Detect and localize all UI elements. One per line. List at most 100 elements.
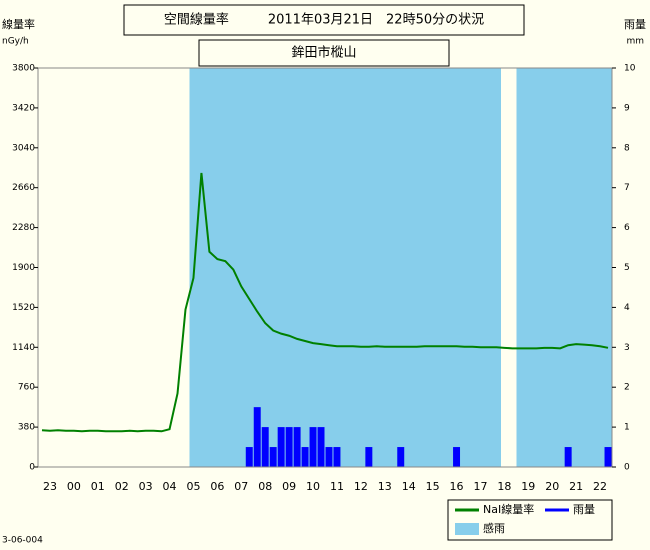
y-axis-label: 線量率: [2, 17, 35, 31]
legend-label: NaI線量率: [483, 502, 534, 516]
rain-bar: [245, 447, 253, 467]
rain-sense-band: [452, 68, 462, 467]
rain-bar: [301, 447, 309, 467]
y2-tick-label: 2: [624, 383, 630, 393]
rain-bar: [604, 447, 612, 467]
x-tick-label: 18: [497, 480, 511, 493]
rain-bar: [253, 407, 261, 467]
rain-sense-band: [309, 68, 318, 467]
y2-tick-label: 1: [624, 423, 630, 433]
rain-sense-band: [516, 68, 525, 467]
x-tick-label: 11: [330, 480, 344, 493]
rain-sense-band: [428, 68, 438, 467]
rain-bar: [285, 427, 293, 467]
x-tick-label: 22: [593, 480, 607, 493]
dose-line: [41, 172, 609, 433]
rain-sense-band: [285, 68, 294, 467]
x-tick-label: 07: [234, 480, 248, 493]
rain-sense-band: [229, 68, 238, 467]
rain-sense-band: [420, 68, 430, 467]
rain-sense-band: [580, 68, 589, 467]
rain-sense-band: [205, 68, 214, 467]
rain-sense-band: [325, 68, 334, 467]
rain-sense-band: [317, 68, 326, 467]
x-tick-label: 23: [43, 480, 57, 493]
rain-sense-band: [468, 68, 477, 467]
x-tick-label: 21: [569, 480, 583, 493]
y2-tick-label: 9: [624, 103, 630, 113]
rain-sense-band: [380, 68, 390, 467]
y2-tick-label: 4: [624, 303, 630, 313]
rain-sense-band: [364, 68, 374, 467]
rain-sense-band: [332, 68, 342, 467]
x-tick-label: 03: [139, 480, 153, 493]
rain-sense-band: [484, 68, 493, 467]
rain-sense-band: [388, 68, 398, 467]
rain-sense-band: [269, 68, 278, 467]
y-tick-label: 3800: [12, 64, 35, 74]
y-tick-label: 0: [29, 463, 35, 473]
y-tick-label: 380: [18, 423, 35, 433]
rain-sense-band: [372, 68, 382, 467]
y2-tick-label: 7: [624, 183, 630, 193]
y2-tick-label: 0: [624, 463, 630, 473]
rain-bar: [309, 427, 317, 467]
rain-sense-band: [261, 68, 270, 467]
legend-label: 雨量: [573, 503, 595, 516]
x-tick-label: 17: [473, 480, 487, 493]
rain-bar: [397, 447, 405, 467]
rain-sense-band: [436, 68, 446, 467]
y2-tick-label: 10: [624, 64, 636, 74]
rain-bar: [333, 447, 341, 467]
rain-sense-band: [476, 68, 485, 467]
rain-sense-band: [604, 68, 613, 467]
title-box: [123, 4, 525, 36]
footer: 3-06-004: [2, 536, 43, 546]
y-tick-label: 760: [18, 383, 35, 393]
x-tick-label: 01: [91, 480, 105, 493]
rain-bar: [269, 447, 277, 467]
rain-sense-band: [588, 68, 597, 467]
rain-sense-band: [564, 68, 573, 467]
x-tick-label: 08: [258, 480, 272, 493]
rain-sense-band: [356, 68, 366, 467]
rain-sense-band: [221, 68, 230, 467]
rain-bar: [293, 427, 301, 467]
y2-axis-unit: mm: [626, 37, 644, 47]
legend-swatch: [455, 523, 479, 535]
y-tick-label: 3040: [12, 143, 35, 153]
rain-bar: [325, 447, 333, 467]
y2-axis-label: 雨量: [624, 18, 646, 31]
rain-sense-band: [348, 68, 358, 467]
subtitle-box: [198, 39, 450, 67]
rain-bar: [317, 427, 325, 467]
rain-sense-band: [412, 68, 422, 467]
y-tick-label: 2660: [12, 183, 35, 193]
rain-sense-band: [340, 68, 350, 467]
rain-sense-band: [396, 68, 406, 467]
x-tick-label: 02: [115, 480, 129, 493]
rain-sense-band: [532, 68, 541, 467]
rain-sense-band: [572, 68, 581, 467]
y2-tick-label: 3: [624, 343, 630, 353]
chart-title: 空間線量率 2011年03月21日 22時50分の状況: [164, 12, 484, 28]
x-tick-label: 06: [210, 480, 224, 493]
rain-sense-band: [548, 68, 557, 467]
rain-sense-band: [556, 68, 565, 467]
y-tick-label: 1140: [12, 343, 35, 353]
rain-sense-band: [237, 68, 246, 467]
x-tick-label: 09: [282, 480, 296, 493]
y2-tick-label: 8: [624, 143, 630, 153]
rain-sense-band: [293, 68, 302, 467]
chart-subtitle: 鉾田市樅山: [291, 45, 356, 61]
legend-label: 感雨: [483, 522, 505, 535]
rain-bar: [365, 447, 373, 467]
y2-tick-label: 6: [624, 223, 630, 233]
x-tick-label: 16: [450, 480, 464, 493]
rain-sense-band: [524, 68, 533, 467]
x-tick-label: 00: [67, 480, 81, 493]
x-tick-label: 15: [426, 480, 440, 493]
rain-bar: [277, 427, 285, 467]
rain-bar: [564, 447, 572, 467]
